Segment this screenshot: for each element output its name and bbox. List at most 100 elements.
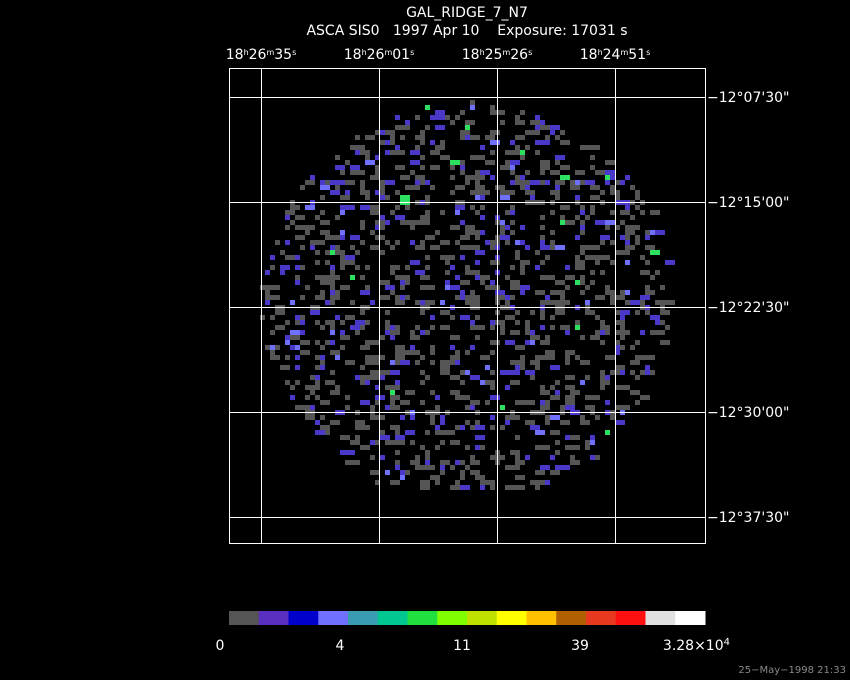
label-part: 26 bbox=[367, 47, 385, 63]
pixel bbox=[310, 310, 320, 315]
pixel bbox=[655, 270, 660, 275]
pixel bbox=[405, 470, 410, 475]
pixel bbox=[455, 210, 460, 215]
pixel bbox=[405, 265, 410, 270]
pixel bbox=[585, 255, 595, 260]
pixel bbox=[505, 210, 510, 215]
pixel bbox=[390, 265, 400, 270]
pixel bbox=[425, 195, 430, 200]
pixel bbox=[395, 325, 400, 330]
pixel bbox=[510, 415, 520, 420]
pixel bbox=[345, 315, 355, 320]
pixel bbox=[440, 210, 445, 215]
pixel bbox=[665, 260, 675, 265]
pixel bbox=[390, 270, 395, 275]
pixel bbox=[555, 440, 560, 445]
pixel bbox=[660, 285, 665, 290]
pixel bbox=[505, 315, 515, 320]
pixel bbox=[610, 185, 615, 190]
label-part: h bbox=[480, 48, 485, 57]
pixel bbox=[450, 255, 455, 260]
pixel bbox=[425, 125, 430, 130]
pixel bbox=[490, 320, 495, 325]
pixel bbox=[445, 280, 450, 285]
pixel bbox=[455, 115, 460, 120]
pixel bbox=[550, 385, 555, 390]
pixel bbox=[425, 105, 430, 110]
pixel bbox=[600, 375, 605, 380]
pixel bbox=[295, 225, 305, 230]
pixel bbox=[410, 260, 420, 265]
pixel bbox=[595, 260, 600, 265]
pixel bbox=[630, 225, 640, 230]
pixel bbox=[605, 255, 610, 260]
pixel bbox=[415, 360, 420, 365]
pixel bbox=[370, 300, 375, 305]
pixel bbox=[330, 340, 335, 345]
pixel bbox=[640, 255, 645, 260]
pixel bbox=[390, 135, 395, 140]
pixel bbox=[465, 180, 470, 185]
pixel bbox=[295, 255, 300, 260]
pixel bbox=[550, 170, 560, 175]
pixel bbox=[500, 110, 505, 115]
pixel bbox=[465, 265, 470, 270]
pixel bbox=[565, 400, 570, 405]
pixel bbox=[620, 370, 625, 375]
dec-label: −12°22'30" bbox=[707, 300, 789, 316]
pixel bbox=[290, 220, 295, 225]
pixel bbox=[380, 375, 385, 380]
pixel bbox=[425, 450, 430, 455]
pixel bbox=[315, 380, 320, 385]
pixel bbox=[400, 175, 405, 180]
pixel bbox=[655, 330, 665, 335]
pixel bbox=[300, 295, 305, 300]
pixel bbox=[360, 190, 370, 195]
pixel bbox=[410, 150, 420, 155]
pixel bbox=[380, 430, 385, 435]
pixel bbox=[615, 340, 620, 345]
pixel bbox=[540, 160, 550, 165]
pixel bbox=[460, 110, 465, 115]
pixel bbox=[490, 395, 500, 400]
pixel bbox=[290, 385, 295, 390]
pixel bbox=[570, 350, 575, 355]
pixel bbox=[305, 285, 310, 290]
pixel bbox=[555, 300, 560, 305]
pixel bbox=[570, 445, 575, 450]
pixel bbox=[370, 230, 375, 235]
pixel bbox=[370, 375, 380, 380]
pixel bbox=[345, 255, 355, 260]
pixel bbox=[420, 285, 430, 290]
pixel bbox=[450, 160, 460, 165]
pixel bbox=[440, 470, 445, 475]
pixel bbox=[405, 125, 410, 130]
pixel bbox=[360, 345, 370, 350]
pixel bbox=[380, 280, 390, 285]
pixel bbox=[340, 330, 345, 335]
pixel bbox=[640, 330, 645, 335]
pixel bbox=[405, 280, 410, 285]
pixel bbox=[320, 220, 330, 225]
pixel bbox=[410, 415, 415, 420]
pixel bbox=[430, 115, 440, 120]
pixel bbox=[520, 185, 525, 190]
pixel bbox=[490, 240, 500, 245]
colorbar-swatch bbox=[675, 611, 706, 625]
pixel bbox=[515, 485, 525, 490]
pixel bbox=[610, 240, 615, 245]
colorbar-swatch bbox=[229, 611, 260, 625]
pixel bbox=[660, 320, 665, 325]
pixel bbox=[595, 415, 600, 420]
pixel bbox=[315, 275, 325, 280]
label-part: 51 bbox=[628, 47, 646, 63]
pixel bbox=[360, 185, 365, 190]
pixel bbox=[525, 145, 530, 150]
pixel bbox=[325, 340, 330, 345]
pixel bbox=[275, 325, 285, 330]
pixel bbox=[280, 270, 285, 275]
pixel bbox=[490, 175, 495, 180]
pixel bbox=[620, 385, 630, 390]
pixel bbox=[500, 235, 510, 240]
